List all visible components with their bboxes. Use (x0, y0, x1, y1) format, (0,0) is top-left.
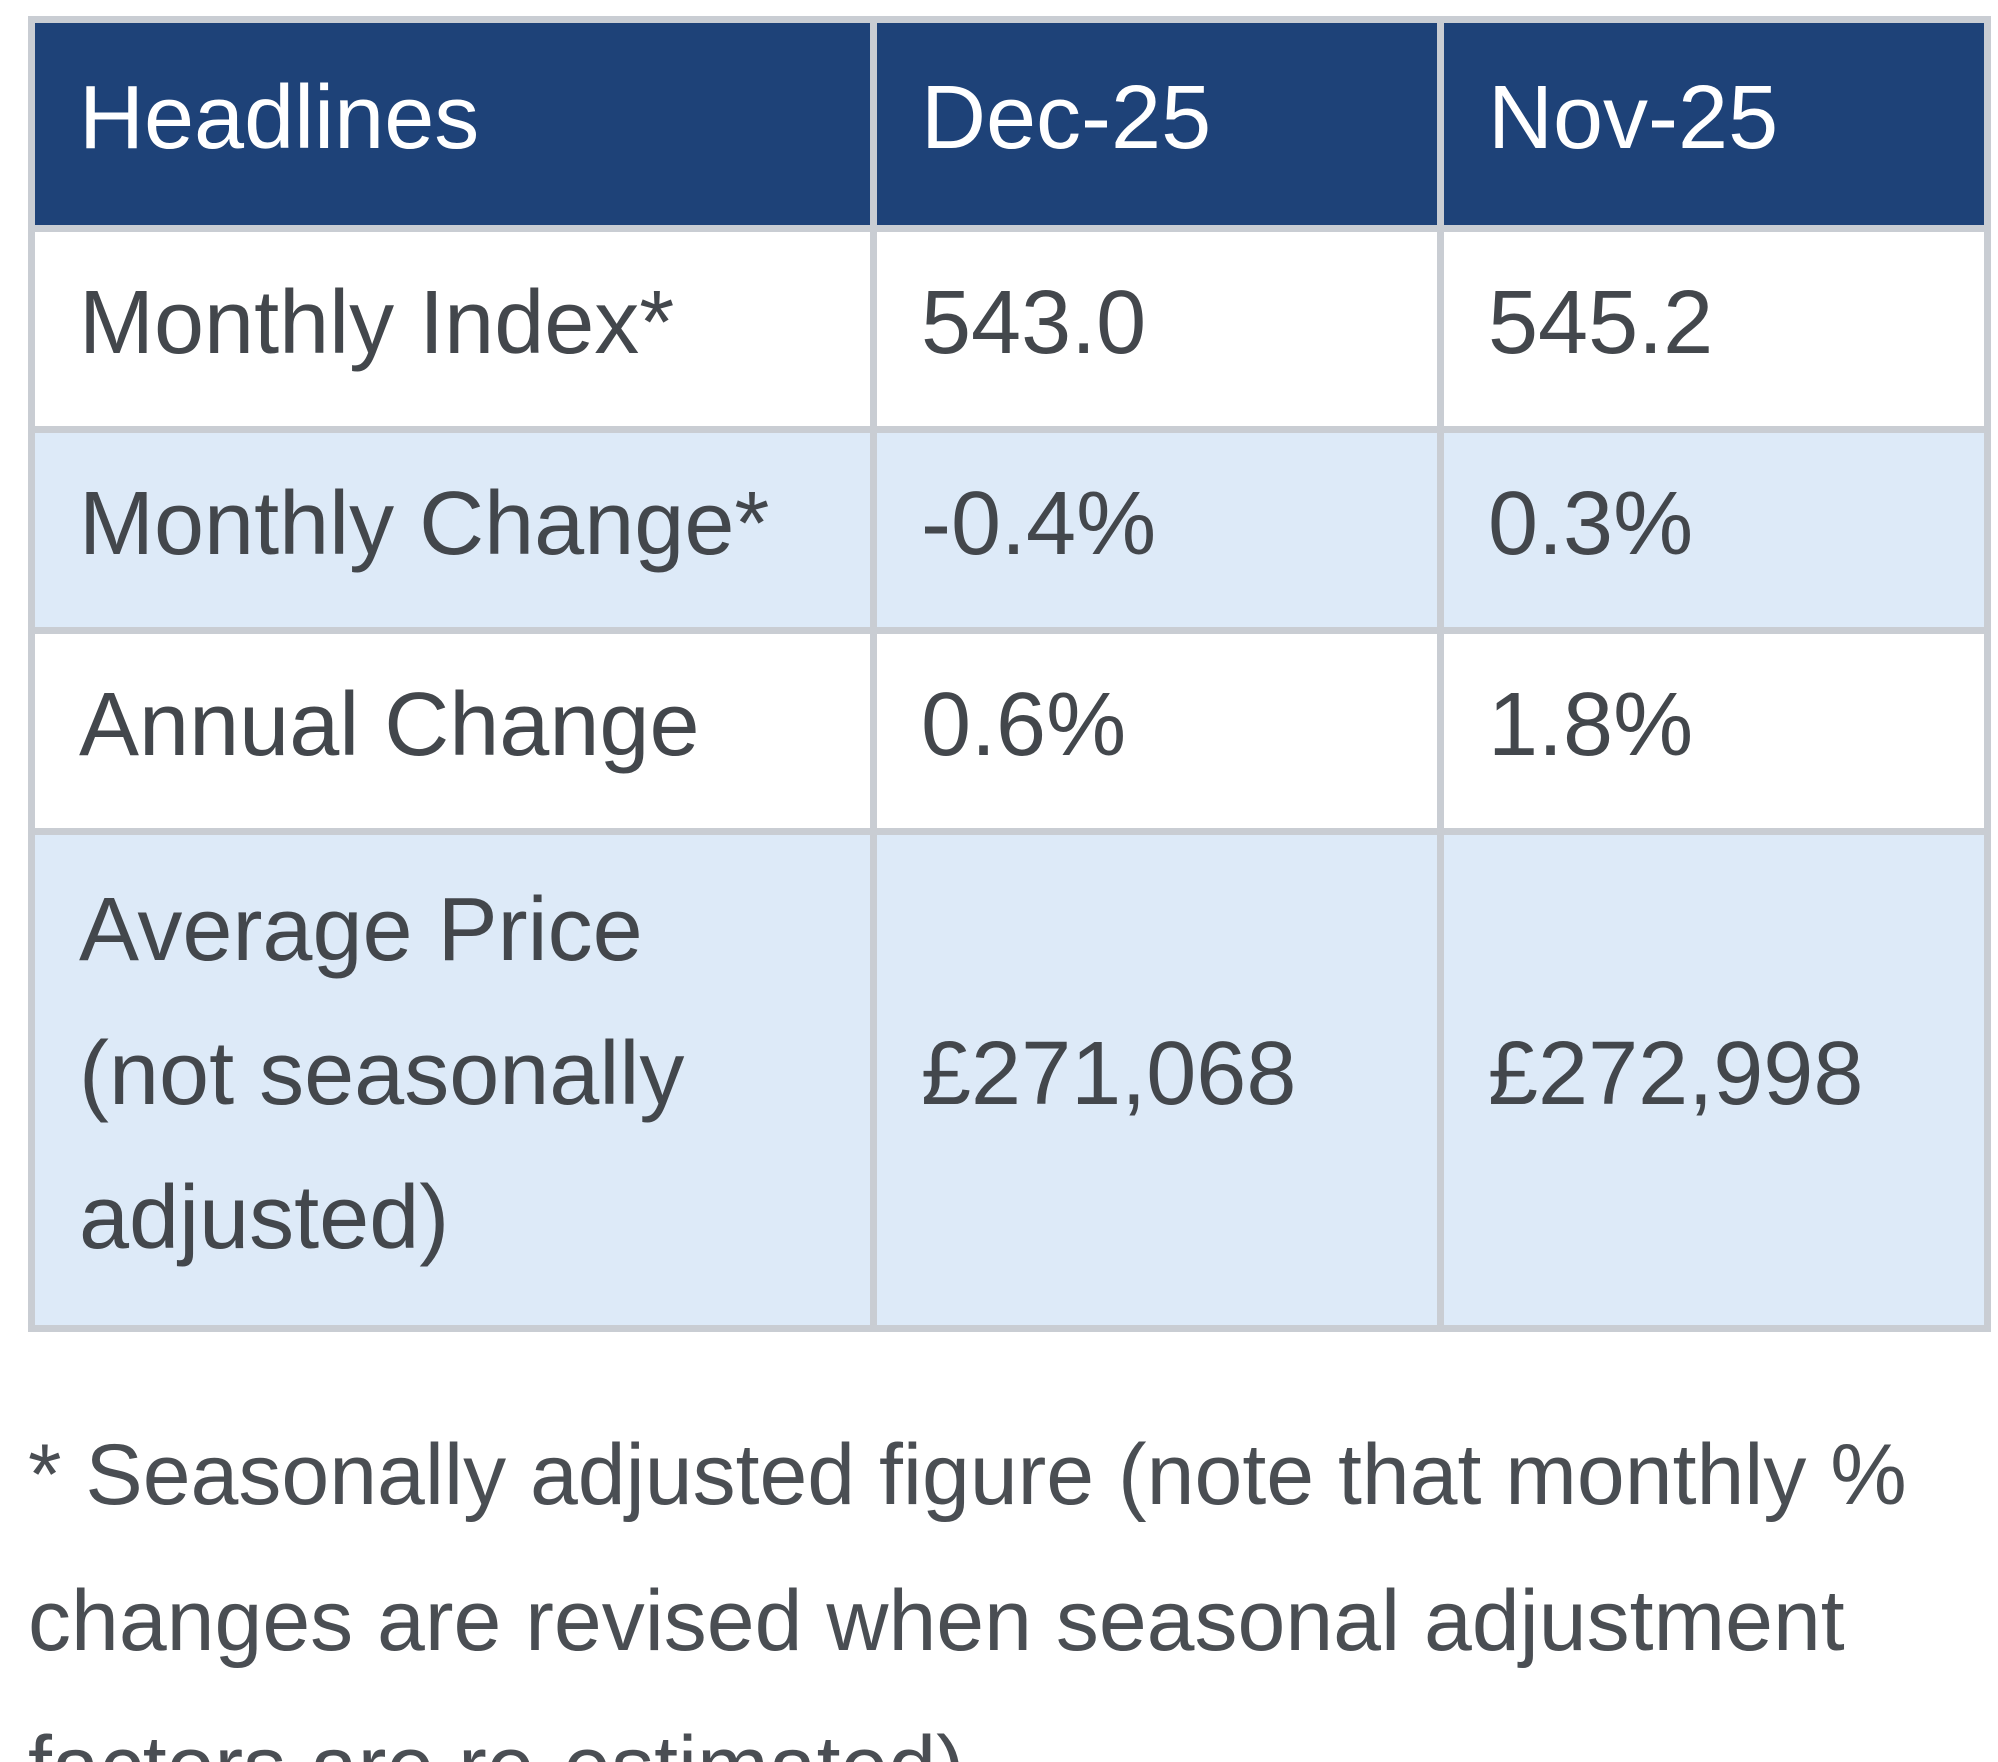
table-row-monthly-change: Monthly Change* -0.4% 0.3% (28, 426, 1991, 634)
value-cell-nov: 545.2 (1437, 225, 1991, 433)
row-label: Monthly Index* (28, 225, 877, 433)
headlines-table: Headlines Dec-25 Nov-25 Monthly Index* 5… (28, 16, 1991, 1332)
value-cell-dec: £271,068 (870, 828, 1444, 1332)
seasonal-adjustment-footnote: * Seasonally adjusted figure (note that … (28, 1427, 1907, 1762)
row-label: Average Price (not seasonally adjusted) (28, 828, 877, 1332)
value-cell-dec: 543.0 (870, 225, 1444, 433)
table-row-monthly-index: Monthly Index* 543.0 545.2 (28, 225, 1991, 433)
value-cell-nov: 1.8% (1437, 627, 1991, 835)
table-row-average-price: Average Price (not seasonally adjusted) … (28, 828, 1991, 1332)
header-cell-nov-25: Nov-25 (1437, 16, 1991, 232)
value-cell-nov: £272,998 (1437, 828, 1991, 1332)
row-label: Monthly Change* (28, 426, 877, 634)
header-cell-dec-25: Dec-25 (870, 16, 1444, 232)
table-row-annual-change: Annual Change 0.6% 1.8% (28, 627, 1991, 835)
row-label: Annual Change (28, 627, 877, 835)
value-cell-dec: -0.4% (870, 426, 1444, 634)
value-cell-nov: 0.3% (1437, 426, 1991, 634)
header-cell-headlines: Headlines (28, 16, 877, 232)
value-cell-dec: 0.6% (870, 627, 1444, 835)
table-header-row: Headlines Dec-25 Nov-25 (28, 16, 1991, 232)
